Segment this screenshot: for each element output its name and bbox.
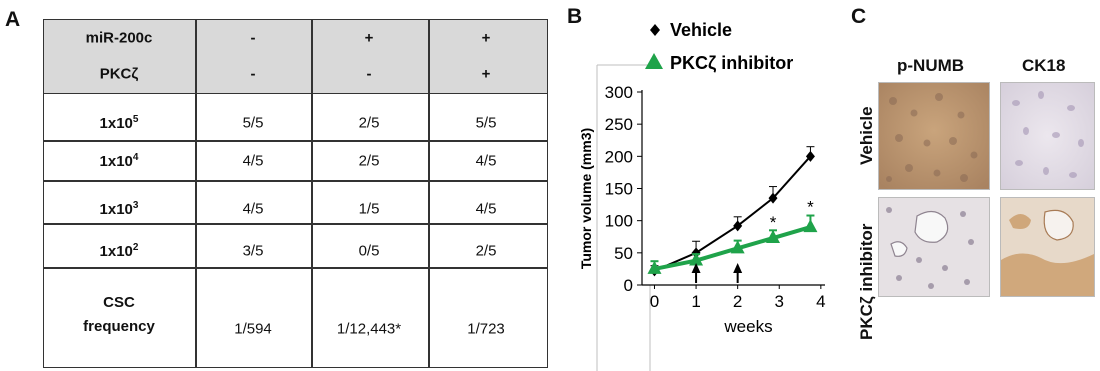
panel-label-b: B xyxy=(567,5,583,28)
ihc-image-vehicle-ck18 xyxy=(1000,82,1095,190)
y-tick-label: 0 xyxy=(624,276,633,295)
row-label-csc-frequency: CSC frequency xyxy=(83,294,155,335)
csc-frequency-table: miR-200c - + + PKCζ - - + 1x105 5/5 2/5 … xyxy=(43,19,548,368)
data-point xyxy=(733,220,743,232)
table-divider xyxy=(44,140,547,142)
y-tick-label: 50 xyxy=(614,244,633,263)
y-tick-label: 300 xyxy=(605,83,633,102)
panel-label-c: C xyxy=(851,5,867,28)
table-cell: 1/594 xyxy=(234,320,272,338)
significance-marker: * xyxy=(770,213,777,232)
x-tick-label: 0 xyxy=(650,292,659,311)
table-cell: 0/5 xyxy=(358,242,380,260)
x-tick-label: 3 xyxy=(775,292,784,311)
table-divider xyxy=(428,20,430,367)
column-label-pnumb: p-NUMB xyxy=(897,56,965,75)
table-divider xyxy=(44,180,547,182)
table-cell: 3/5 xyxy=(242,242,264,260)
header-value: - xyxy=(250,65,256,83)
y-tick-label: 150 xyxy=(605,180,633,199)
dosing-arrow xyxy=(691,263,701,283)
header-value: - xyxy=(366,65,372,83)
row-label-cell-dose: 1x105 xyxy=(99,114,139,132)
row-label-vehicle: Vehicle xyxy=(857,106,876,165)
series-line xyxy=(654,225,812,271)
data-point xyxy=(766,230,781,244)
legend-label-inhibitor: PKCζ inhibitor xyxy=(670,53,793,74)
ihc-image-vehicle-pnumb xyxy=(878,82,990,190)
series-line xyxy=(654,155,812,272)
data-point xyxy=(689,252,704,266)
data-point xyxy=(805,150,815,162)
table-cell: 2/5 xyxy=(358,114,380,132)
table-header-band xyxy=(44,20,547,94)
table-cell: 1/5 xyxy=(358,200,380,218)
table-divider xyxy=(311,20,313,367)
ihc-image-inhibitor-pnumb xyxy=(878,197,990,297)
data-point xyxy=(647,260,662,274)
table-cell: 4/5 xyxy=(475,200,497,218)
header-label-pkc: PKCζ xyxy=(99,65,139,83)
x-tick-label: 4 xyxy=(816,292,825,311)
x-tick-label: 2 xyxy=(733,292,742,311)
header-label-mir200c: miR-200c xyxy=(85,29,153,47)
y-tick-label: 250 xyxy=(605,115,633,134)
header-value: + xyxy=(364,29,374,47)
legend-label-vehicle: Vehicle xyxy=(670,20,732,40)
table-divider xyxy=(195,20,197,367)
data-point xyxy=(768,192,778,204)
row-label-cell-dose: 1x103 xyxy=(99,200,139,218)
table-cell: 2/5 xyxy=(358,152,380,170)
y-tick-label: 100 xyxy=(605,212,633,231)
header-value: + xyxy=(481,29,491,47)
legend-marker-inhibitor xyxy=(645,53,663,69)
header-value: - xyxy=(250,29,256,47)
data-point xyxy=(803,219,818,233)
table-cell: 1/723 xyxy=(467,320,505,338)
panel-label-a: A xyxy=(5,8,21,31)
header-value: + xyxy=(481,65,491,83)
table-cell: 5/5 xyxy=(242,114,264,132)
data-point xyxy=(730,240,745,254)
y-axis-label: Tumor volume (mm3) xyxy=(578,128,594,269)
ihc-image-inhibitor-ck18 xyxy=(1000,197,1095,297)
row-label-cell-dose: 1x104 xyxy=(99,152,139,170)
legend-marker-vehicle xyxy=(650,24,660,36)
row-label-pkc-inhibitor: PKCζ inhibitor xyxy=(857,223,876,340)
row-label-cell-dose: 1x102 xyxy=(99,242,139,260)
dosing-arrow xyxy=(733,263,743,283)
x-axis-label: weeks xyxy=(723,317,772,336)
significance-marker: * xyxy=(807,198,814,217)
table-divider xyxy=(44,223,547,225)
table-divider xyxy=(44,267,547,269)
table-cell: 4/5 xyxy=(242,152,264,170)
table-cell: 4/5 xyxy=(242,200,264,218)
tumor-volume-chart: 0 50 100 150 200 250 300 0 1 2 3 4 weeks Tumor volume… xyxy=(578,20,826,371)
column-label-ck18: CK18 xyxy=(1022,56,1066,75)
table-cell: 4/5 xyxy=(475,152,497,170)
table-cell: 2/5 xyxy=(475,242,497,260)
table-cell: 5/5 xyxy=(475,114,497,132)
x-tick-label: 1 xyxy=(691,292,700,311)
table-cell: 1/12,443* xyxy=(336,320,402,338)
y-tick-label: 200 xyxy=(605,147,633,166)
